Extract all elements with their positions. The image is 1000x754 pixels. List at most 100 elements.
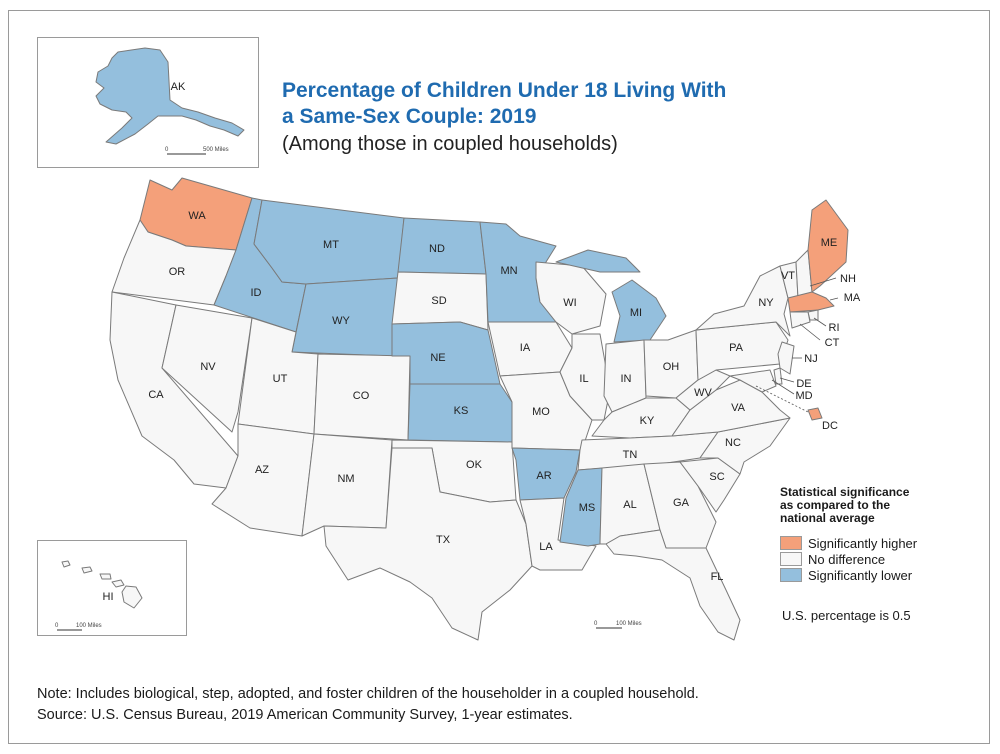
legend-item-no-difference: No difference (780, 551, 980, 567)
hawaii-inset (37, 540, 187, 636)
legend-swatch-higher (780, 536, 802, 550)
state-NV (161, 304, 253, 433)
state-labels: AK HI WA OR CA NV ID MT WY UT CO AZ NM N… (103, 81, 861, 603)
label-OH: OH (663, 361, 680, 373)
label-AR: AR (536, 470, 551, 482)
state-HI (81, 566, 93, 574)
label-NE: NE (430, 352, 445, 364)
label-GA: GA (673, 497, 690, 509)
label-NY: NY (758, 297, 774, 309)
legend-title-line-2: as compared to the (780, 498, 891, 512)
label-LA: LA (539, 541, 553, 553)
label-KS: KS (454, 405, 469, 417)
label-DE: DE (796, 378, 811, 390)
label-MT: MT (323, 239, 339, 251)
source-text: Source: U.S. Census Bureau, 2019 America… (37, 707, 573, 723)
label-WY: WY (332, 315, 350, 327)
label-AL: AL (623, 499, 636, 511)
label-IA: IA (520, 342, 531, 354)
state-TX (323, 447, 533, 641)
state-HI (121, 585, 143, 609)
label-SD: SD (431, 295, 446, 307)
label-NV: NV (200, 361, 216, 373)
label-FL: FL (711, 571, 724, 583)
label-PA: PA (729, 342, 744, 354)
label-ME: ME (821, 237, 838, 249)
leader-lines (755, 277, 839, 413)
label-WA: WA (188, 210, 206, 222)
state-ME (807, 199, 849, 293)
scale-bar-mainland: 0 100 Miles (594, 621, 642, 629)
label-KY: KY (640, 415, 655, 427)
leader-line-MD (771, 379, 795, 395)
note-text: Note: Includes biological, step, adopted… (37, 686, 699, 702)
label-TX: TX (436, 534, 451, 546)
label-NC: NC (725, 437, 741, 449)
legend-item-lower: Significantly lower (780, 567, 980, 583)
leader-line-MA (829, 297, 839, 301)
label-CO: CO (353, 390, 370, 402)
leader-line-RI (813, 317, 827, 327)
state-LA (519, 497, 597, 571)
map-title: Percentage of Children Under 18 Living W… (282, 78, 882, 130)
legend-swatch-no-difference (780, 552, 802, 566)
state-IL (559, 333, 611, 421)
legend-title: Statistical significance as compared to … (780, 486, 980, 525)
legend-swatch-lower (780, 568, 802, 582)
state-CT (789, 311, 811, 329)
scale-bar-hawaii: 0 100 Miles (55, 623, 102, 631)
hawaii-islands (61, 560, 143, 609)
title-line-1: Percentage of Children Under 18 Living W… (282, 79, 727, 102)
label-MS: MS (579, 502, 596, 514)
map-subtitle: (Among those in coupled households) (282, 133, 618, 155)
leader-line-DE (779, 377, 795, 383)
label-VT: VT (781, 270, 795, 282)
state-AK (95, 47, 245, 145)
label-MA: MA (844, 292, 861, 304)
scale-bar-alaska: 0 500 Miles (165, 147, 229, 155)
state-HI (61, 560, 71, 568)
label-SC: SC (709, 471, 724, 483)
label-WI: WI (563, 297, 576, 309)
scale-alaska-start: 0 (165, 147, 169, 153)
label-MO: MO (532, 406, 550, 418)
legend-label-lower: Significantly lower (808, 567, 913, 583)
scale-hawaii-start: 0 (55, 623, 59, 629)
label-NH: NH (840, 273, 856, 285)
label-CT: CT (825, 337, 840, 349)
legend-label-higher: Significantly higher (808, 535, 918, 551)
state-NJ (777, 341, 795, 375)
label-AK: AK (171, 81, 186, 93)
label-OR: OR (169, 266, 186, 278)
state-HI (111, 579, 125, 588)
label-NM: NM (337, 473, 354, 485)
state-DC (807, 407, 823, 421)
state-NM (301, 433, 393, 537)
label-TN: TN (623, 449, 638, 461)
label-WV: WV (694, 387, 712, 399)
label-ND: ND (429, 243, 445, 255)
label-MD: MD (795, 390, 812, 402)
label-OK: OK (466, 459, 483, 471)
label-NJ: NJ (804, 353, 817, 365)
label-UT: UT (273, 373, 288, 385)
state-MD (729, 369, 777, 393)
leader-line-NH (809, 277, 837, 287)
label-IL: IL (579, 373, 588, 385)
legend-label-no-difference: No difference (808, 551, 886, 567)
state-MI (555, 249, 667, 343)
state-HI (99, 573, 112, 580)
legend-items: Significantly higher No difference Signi… (780, 535, 980, 583)
legend-title-line-3: national average (780, 511, 875, 525)
footnotes: Note: Includes biological, step, adopted… (37, 684, 699, 726)
map-frame (8, 10, 990, 744)
label-IN: IN (621, 373, 632, 385)
leader-line-CT (799, 323, 821, 341)
label-AZ: AZ (255, 464, 269, 476)
scale-alaska-end: 500 Miles (203, 147, 229, 153)
label-MN: MN (500, 265, 517, 277)
label-RI: RI (829, 322, 840, 334)
legend-title-line-1: Statistical significance (780, 485, 910, 499)
legend-item-higher: Significantly higher (780, 535, 980, 551)
